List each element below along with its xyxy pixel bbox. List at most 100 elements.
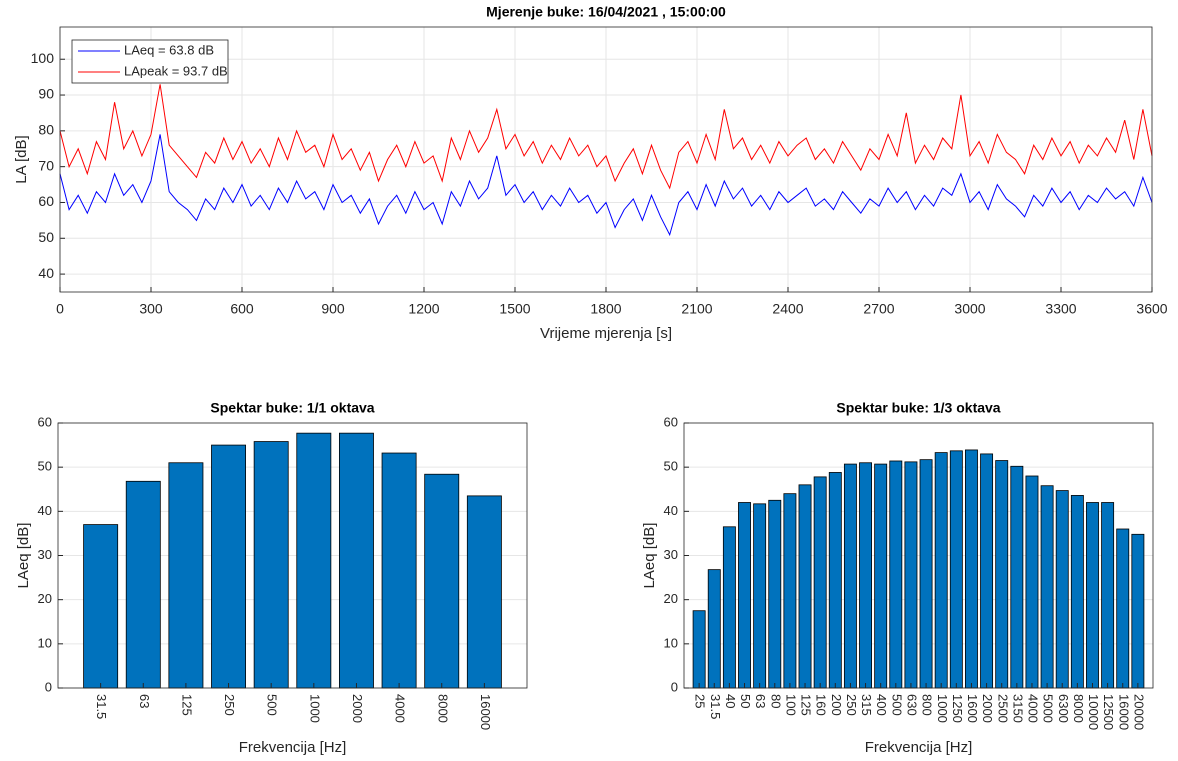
- y-tick-label: 60: [38, 414, 52, 429]
- bar: [168, 462, 204, 689]
- x-tick-label: 125: [799, 694, 814, 716]
- x-tick-label: 1200: [408, 301, 439, 317]
- y-tick-label: 50: [38, 229, 54, 245]
- y-axis-label: LA [dB]: [13, 135, 30, 183]
- x-tick-label: 6300: [1056, 694, 1071, 723]
- y-tick-label: 50: [664, 459, 678, 474]
- bar: [919, 459, 933, 689]
- x-axis-label: Frekvencija [Hz]: [239, 739, 347, 756]
- y-tick-label: 80: [38, 122, 54, 138]
- x-tick-label: 2700: [863, 301, 894, 317]
- x-tick-label: 12500: [1101, 694, 1116, 730]
- bar: [980, 453, 994, 689]
- title: Mjerenje buke: 16/04/2021 , 15:00:00: [486, 4, 726, 20]
- bar: [1040, 485, 1054, 689]
- bar: [83, 524, 119, 689]
- x-tick-label: 2100: [681, 301, 712, 317]
- bar: [889, 460, 903, 689]
- bar: [859, 462, 872, 689]
- y-axis-label: LAeq [dB]: [15, 523, 32, 589]
- bar: [1055, 490, 1069, 689]
- x-tick-label: 315: [859, 694, 874, 716]
- x-tick-label: 1000: [935, 694, 950, 723]
- x-tick-label: 3000: [954, 301, 985, 317]
- bar: [338, 432, 374, 689]
- x-tick-label: 8000: [1071, 694, 1086, 723]
- title: Spektar buke: 1/3 oktava: [836, 400, 1000, 416]
- bar: [798, 484, 812, 689]
- bar: [1070, 495, 1084, 689]
- y-tick-label: 100: [31, 50, 55, 66]
- x-tick-label: 20000: [1131, 694, 1146, 730]
- y-tick-label: 30: [38, 547, 52, 562]
- x-tick-label: 630: [904, 694, 919, 716]
- bar: [722, 526, 736, 689]
- legend-box: [71, 39, 229, 84]
- y-tick-label: 0: [671, 679, 678, 694]
- x-tick-label: 2000: [350, 694, 365, 723]
- bar: [783, 493, 797, 689]
- y-tick-label: 20: [664, 591, 678, 606]
- bar: [874, 463, 888, 689]
- x-axis-label: Vrijeme mjerenja [s]: [540, 325, 672, 342]
- bar: [965, 449, 978, 689]
- bar: [949, 450, 963, 689]
- x-tick-label: 31.5: [94, 694, 109, 719]
- x-tick-label: 300: [139, 301, 163, 317]
- bar: [1010, 465, 1024, 689]
- x-tick-label: 3300: [1045, 301, 1076, 317]
- x-tick-label: 800: [920, 694, 935, 716]
- bar: [707, 569, 721, 689]
- x-tick-label: 250: [222, 694, 237, 716]
- y-tick-label: 20: [38, 591, 52, 606]
- y-tick-label: 10: [38, 635, 52, 650]
- y-tick-label: 60: [38, 193, 54, 209]
- bar: [381, 452, 417, 689]
- x-axis-label: Frekvencija [Hz]: [865, 739, 973, 756]
- title: Spektar buke: 1/1 oktava: [210, 400, 374, 416]
- bar: [1131, 533, 1145, 689]
- x-tick-label: 400: [874, 694, 889, 716]
- x-tick-label: 2500: [995, 694, 1010, 723]
- axes-box: [57, 422, 528, 689]
- x-tick-label: 16000: [1116, 694, 1131, 730]
- bar: [692, 610, 706, 689]
- y-tick-label: 40: [664, 503, 678, 518]
- y-tick-label: 0: [45, 679, 52, 694]
- bar: [296, 432, 332, 689]
- x-tick-label: 10000: [1086, 694, 1101, 730]
- y-tick-label: 40: [38, 503, 52, 518]
- bar: [753, 503, 767, 689]
- axes-box: [59, 26, 1153, 293]
- legend-label: LApeak = 93.7 dB: [124, 63, 228, 78]
- y-tick-label: 50: [38, 459, 52, 474]
- bar: [466, 495, 502, 689]
- x-tick-label: 1600: [965, 694, 980, 723]
- x-tick-label: 200: [829, 694, 844, 716]
- x-tick-label: 1500: [499, 301, 530, 317]
- y-tick-label: 40: [38, 265, 54, 281]
- bar: [768, 499, 782, 689]
- x-tick-label: 4000: [393, 694, 408, 723]
- line-series: [59, 134, 1153, 237]
- x-tick-label: 3600: [1136, 301, 1167, 317]
- y-tick-label: 30: [664, 547, 678, 562]
- x-tick-label: 1800: [590, 301, 621, 317]
- x-tick-label: 0: [56, 301, 64, 317]
- bar: [934, 452, 948, 689]
- x-tick-label: 100: [783, 694, 798, 716]
- bar: [1086, 502, 1099, 689]
- x-tick-label: 63: [137, 694, 152, 708]
- bar: [253, 441, 289, 689]
- x-tick-label: 16000: [478, 694, 493, 730]
- y-tick-label: 90: [38, 86, 54, 102]
- bar: [904, 461, 918, 689]
- x-tick-label: 500: [265, 694, 280, 716]
- x-tick-label: 80: [768, 694, 783, 708]
- line-series: [59, 84, 1153, 190]
- bar: [813, 476, 827, 689]
- x-tick-label: 2400: [772, 301, 803, 317]
- x-tick-label: 2000: [980, 694, 995, 723]
- bar: [995, 460, 1009, 689]
